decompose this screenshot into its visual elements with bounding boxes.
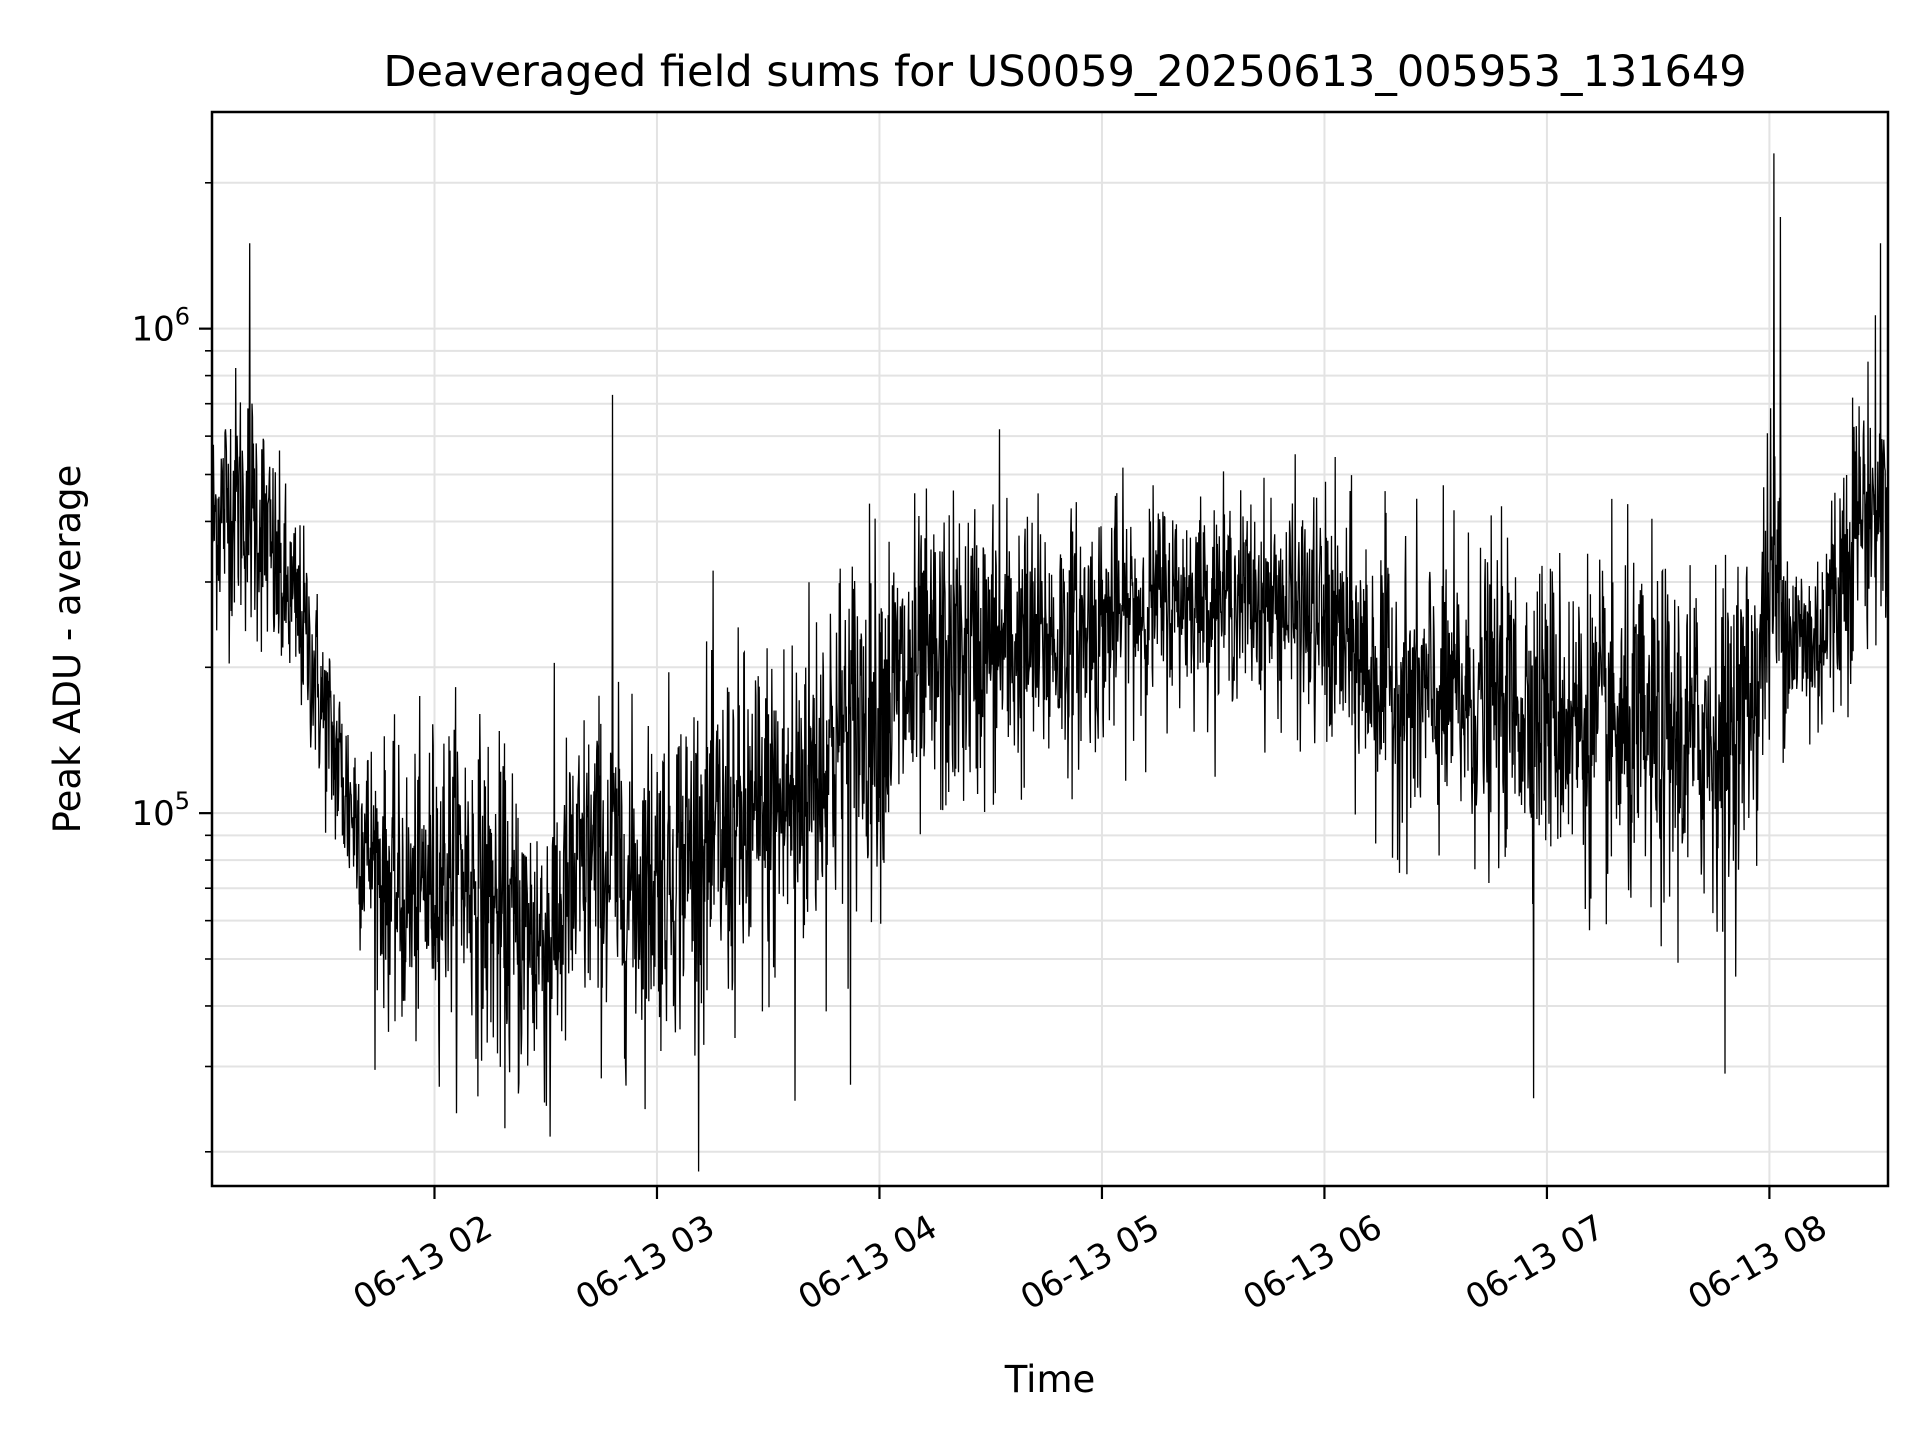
series-line: [211, 153, 1889, 1172]
y-tick-label: 105: [131, 787, 190, 834]
series-layer: [211, 153, 1889, 1172]
y-tick-label: 106: [131, 303, 190, 350]
chart-title: Deaveraged field sums for US0059_2025061…: [383, 47, 1746, 97]
x-axis-label: Time: [1004, 1358, 1096, 1401]
y-axis-label: Peak ADU - average: [46, 465, 89, 834]
plot-frame: [210, 110, 1890, 1188]
